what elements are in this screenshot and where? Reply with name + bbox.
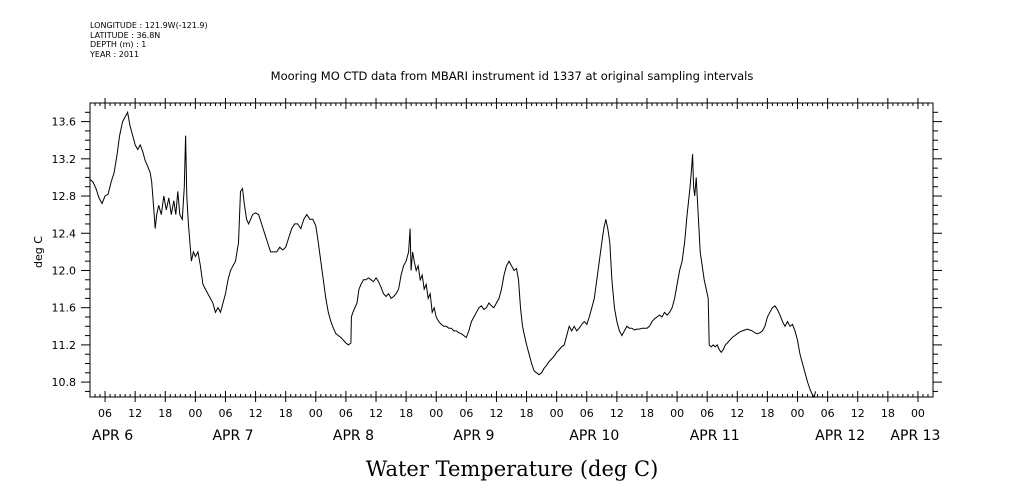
- x-tick-label: 12: [249, 407, 263, 420]
- x-tick-labels: 06 12 18 00 06 12 18 00 06 12 18 00 06 12 18 00 06 12 18 00…: [98, 407, 925, 420]
- x-day-label: APR 9: [453, 428, 494, 444]
- longitude-label: LONGITUDE : 121.9W(-121.9): [90, 21, 208, 30]
- x-tick-label: 00: [550, 407, 564, 420]
- y-tick-label: 13.2: [52, 153, 77, 166]
- x-tick-label: 18: [399, 407, 413, 420]
- x-tick-label: 00: [429, 407, 443, 420]
- x-axis-title: Water Temperature (deg C): [366, 457, 659, 481]
- x-tick-label: 12: [610, 407, 624, 420]
- temperature-line: [89, 110, 817, 399]
- year-label: YEAR : 2011: [90, 49, 140, 59]
- x-tick-label: 06: [821, 407, 835, 420]
- x-tick-label: 06: [218, 407, 232, 420]
- x-day-label: APR 11: [690, 428, 740, 444]
- x-tick-label: 06: [98, 407, 112, 420]
- x-tick-label: 00: [670, 407, 684, 420]
- x-tick-label: 00: [911, 407, 925, 420]
- x-tick-label: 18: [279, 407, 293, 420]
- plot-frame: [89, 102, 934, 398]
- x-tick-label: 18: [640, 407, 654, 420]
- y-tick-labels: 13.6 13.2 12.8 12.4 12.0 11.6 11.2 10.8: [52, 116, 77, 390]
- depth-label: DEPTH (m) : 1: [90, 40, 147, 50]
- metadata-block: LONGITUDE : 121.9W(-121.9) LATITUDE : 36…: [90, 21, 208, 59]
- x-tick-label: 06: [700, 407, 714, 420]
- x-tick-label: 12: [128, 407, 142, 420]
- latitude-label: LATITUDE : 36.8N: [90, 30, 161, 40]
- x-day-label: APR 8: [333, 428, 374, 444]
- x-tick-label: 12: [730, 407, 744, 420]
- y-tick-label: 10.8: [52, 376, 77, 389]
- x-tick-label: 18: [760, 407, 774, 420]
- y-axis-title: deg C: [32, 236, 45, 268]
- y-tick-label: 12.8: [52, 190, 77, 203]
- x-day-label: APR 12: [815, 428, 865, 444]
- x-tick-label: 12: [369, 407, 383, 420]
- x-tick-label: 18: [881, 407, 895, 420]
- x-day-label: APR 13: [890, 428, 940, 444]
- y-tick-label: 12.0: [52, 264, 77, 277]
- x-tick-label: 12: [851, 407, 865, 420]
- x-day-label: APR 7: [212, 428, 253, 444]
- x-tick-label: 00: [188, 407, 202, 420]
- x-tick-label: 12: [489, 407, 503, 420]
- y-tick-label: 11.6: [52, 302, 77, 315]
- x-tick-label: 00: [791, 407, 805, 420]
- x-day-labels: APR 6 APR 7 APR 8 APR 9 APR 10 APR 11 APR 12 AP…: [92, 428, 940, 444]
- x-tick-label: 00: [309, 407, 323, 420]
- y-tick-label: 13.6: [52, 116, 77, 129]
- x-tick-label: 06: [339, 407, 353, 420]
- x-day-label: APR 6: [92, 428, 133, 444]
- y-tick-label: 11.2: [52, 339, 77, 352]
- x-tick-label: 18: [520, 407, 534, 420]
- y-tick-label: 12.4: [52, 227, 77, 240]
- x-day-label: APR 10: [569, 428, 619, 444]
- x-tick-label: 06: [459, 407, 473, 420]
- axis-ticks: [81, 98, 942, 402]
- x-tick-label: 18: [158, 407, 172, 420]
- chart-title: Mooring MO CTD data from MBARI instrumen…: [271, 69, 754, 83]
- x-tick-label: 06: [580, 407, 594, 420]
